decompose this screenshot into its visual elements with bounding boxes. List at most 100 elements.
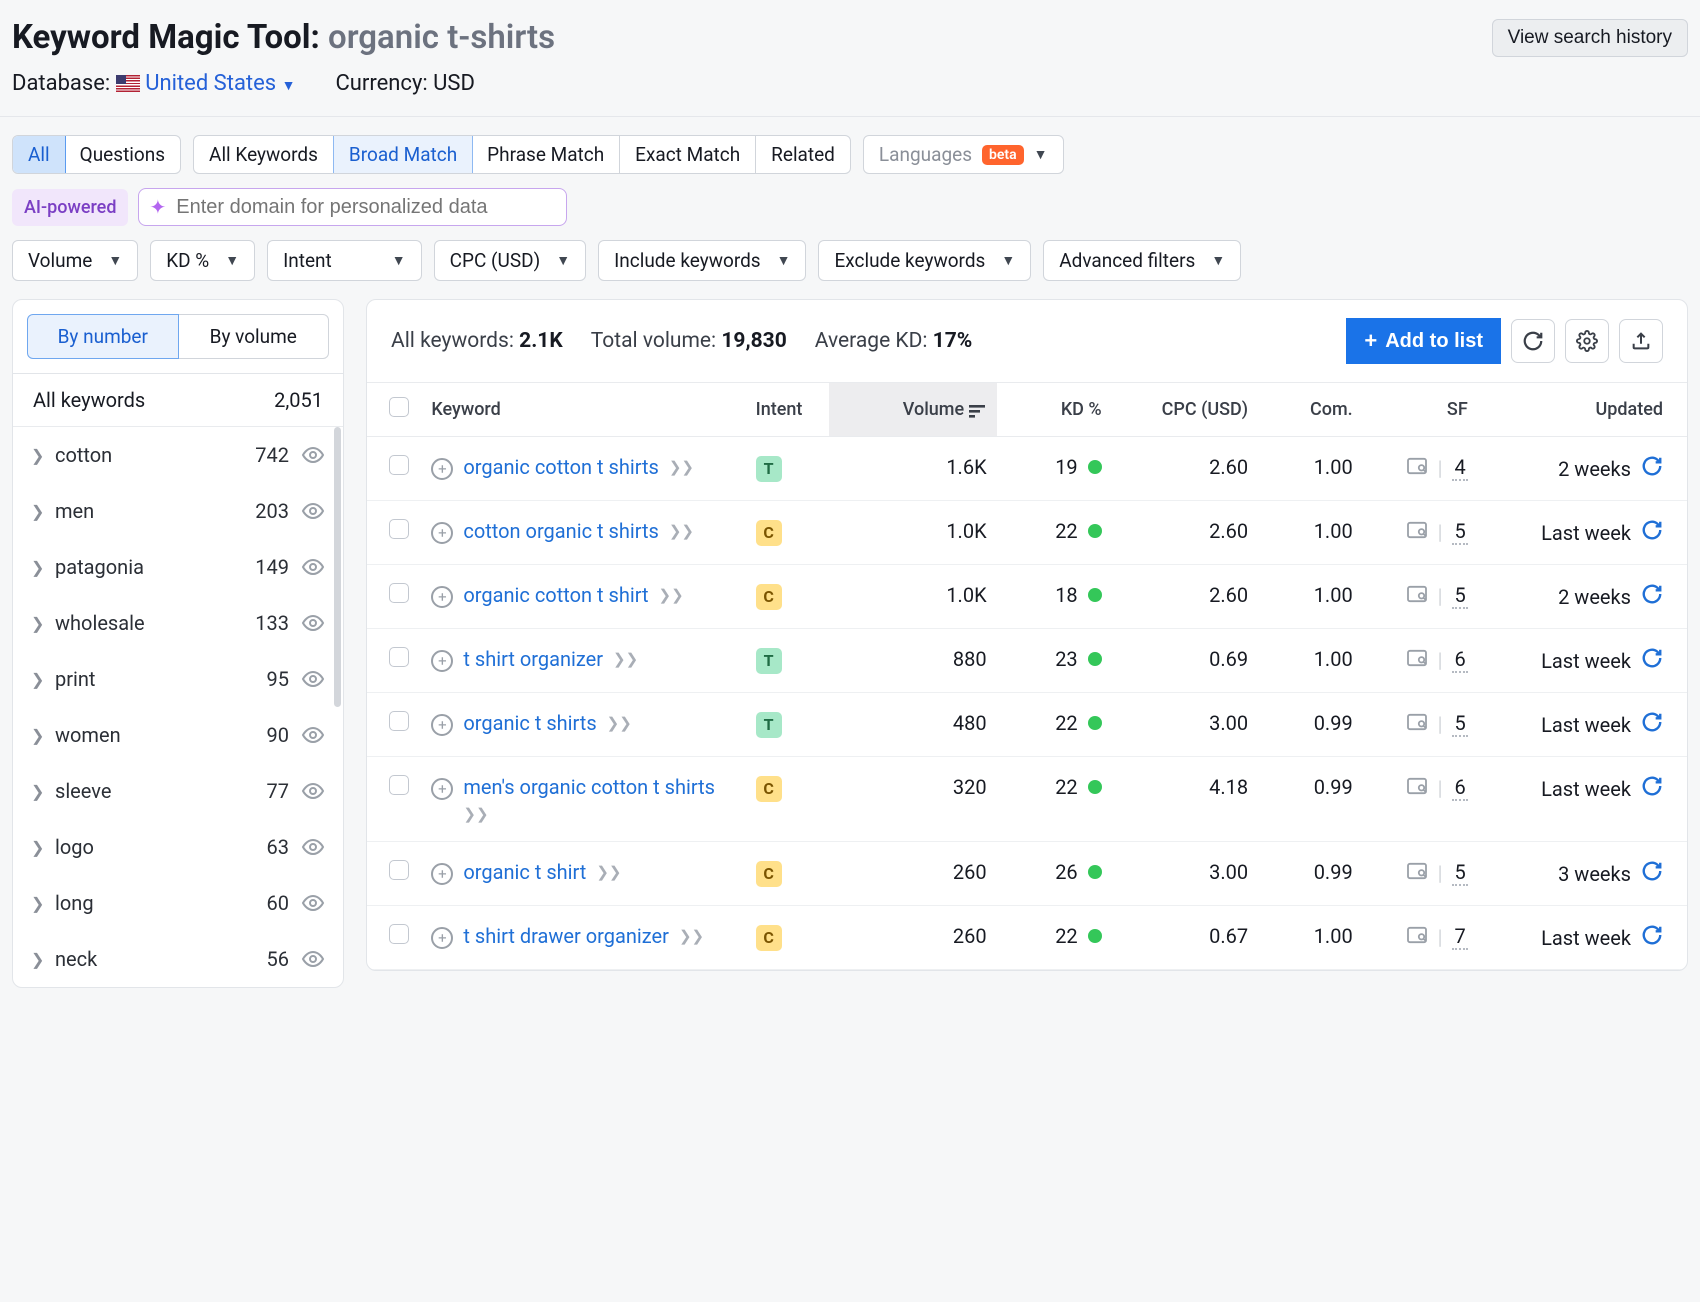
tab-phrase-match[interactable]: Phrase Match xyxy=(472,136,620,173)
serp-icon[interactable] xyxy=(1406,776,1428,800)
col-sf[interactable]: SF xyxy=(1363,383,1478,437)
refresh-row-icon[interactable] xyxy=(1641,583,1663,610)
sidebar-item[interactable]: ❯patagonia149 xyxy=(13,539,343,595)
col-keyword[interactable]: Keyword xyxy=(421,383,745,437)
eye-icon[interactable] xyxy=(301,555,325,579)
add-keyword-icon[interactable]: + xyxy=(431,586,453,608)
sidebar-item[interactable]: ❯women90 xyxy=(13,707,343,763)
sf-value[interactable]: 6 xyxy=(1452,775,1467,801)
refresh-row-icon[interactable] xyxy=(1641,775,1663,802)
add-keyword-icon[interactable]: + xyxy=(431,863,453,885)
row-checkbox[interactable] xyxy=(389,775,409,795)
database-selector[interactable]: Database: United States ▼ xyxy=(12,71,295,96)
scrollbar[interactable] xyxy=(334,427,341,707)
eye-icon[interactable] xyxy=(301,667,325,691)
col-com[interactable]: Com. xyxy=(1258,383,1363,437)
row-checkbox[interactable] xyxy=(389,583,409,603)
eye-icon[interactable] xyxy=(301,723,325,747)
filter-kd[interactable]: KD %▼ xyxy=(150,240,255,281)
filter-volume[interactable]: Volume▼ xyxy=(12,240,138,281)
sidebar-item[interactable]: ❯print95 xyxy=(13,651,343,707)
row-checkbox[interactable] xyxy=(389,711,409,731)
row-checkbox[interactable] xyxy=(389,455,409,475)
database-value[interactable]: United States xyxy=(145,71,276,96)
serp-icon[interactable] xyxy=(1406,925,1428,949)
add-keyword-icon[interactable]: + xyxy=(431,458,453,480)
row-checkbox[interactable] xyxy=(389,647,409,667)
add-keyword-icon[interactable]: + xyxy=(431,778,453,800)
sf-value[interactable]: 6 xyxy=(1452,647,1467,673)
expand-icon[interactable]: ❯❯ xyxy=(607,714,632,732)
add-keyword-icon[interactable]: + xyxy=(431,927,453,949)
serp-icon[interactable] xyxy=(1406,520,1428,544)
filter-cpc[interactable]: CPC (USD)▼ xyxy=(434,240,586,281)
settings-button[interactable] xyxy=(1565,319,1609,363)
sidebar-item[interactable]: ❯men203 xyxy=(13,483,343,539)
ai-domain-input-wrap[interactable]: ✦ xyxy=(138,188,567,226)
eye-icon[interactable] xyxy=(301,443,325,467)
refresh-row-icon[interactable] xyxy=(1641,860,1663,887)
row-checkbox[interactable] xyxy=(389,519,409,539)
refresh-row-icon[interactable] xyxy=(1641,924,1663,951)
serp-icon[interactable] xyxy=(1406,712,1428,736)
expand-icon[interactable]: ❯❯ xyxy=(679,927,704,945)
refresh-row-icon[interactable] xyxy=(1641,455,1663,482)
tab-questions[interactable]: Questions xyxy=(65,136,180,173)
tab-related[interactable]: Related xyxy=(756,136,850,173)
expand-icon[interactable]: ❯❯ xyxy=(463,805,488,823)
sf-value[interactable]: 5 xyxy=(1452,583,1467,609)
keyword-link[interactable]: organic t shirt xyxy=(463,860,586,884)
expand-icon[interactable]: ❯❯ xyxy=(613,650,638,668)
expand-icon[interactable]: ❯❯ xyxy=(669,522,694,540)
languages-dropdown[interactable]: Languages beta ▼ xyxy=(863,135,1064,174)
sf-value[interactable]: 5 xyxy=(1452,711,1467,737)
eye-icon[interactable] xyxy=(301,499,325,523)
serp-icon[interactable] xyxy=(1406,456,1428,480)
keyword-link[interactable]: organic cotton t shirts xyxy=(463,455,658,479)
eye-icon[interactable] xyxy=(301,611,325,635)
expand-icon[interactable]: ❯❯ xyxy=(669,458,694,476)
refresh-row-icon[interactable] xyxy=(1641,519,1663,546)
eye-icon[interactable] xyxy=(301,779,325,803)
eye-icon[interactable] xyxy=(301,947,325,971)
select-all-checkbox[interactable] xyxy=(389,397,409,417)
col-cpc[interactable]: CPC (USD) xyxy=(1112,383,1258,437)
sf-value[interactable]: 5 xyxy=(1452,519,1467,545)
tab-exact-match[interactable]: Exact Match xyxy=(620,136,756,173)
sidebar-tab-by-volume[interactable]: By volume xyxy=(179,314,330,359)
sidebar-item[interactable]: ❯sleeve77 xyxy=(13,763,343,819)
sidebar-tab-by-number[interactable]: By number xyxy=(27,314,179,359)
sidebar-item[interactable]: ❯cotton742 xyxy=(13,427,343,483)
row-checkbox[interactable] xyxy=(389,860,409,880)
expand-icon[interactable]: ❯❯ xyxy=(596,863,621,881)
sf-value[interactable]: 4 xyxy=(1452,455,1467,481)
sf-value[interactable]: 5 xyxy=(1452,860,1467,886)
filter-exclude[interactable]: Exclude keywords▼ xyxy=(818,240,1031,281)
col-updated[interactable]: Updated xyxy=(1478,383,1687,437)
eye-icon[interactable] xyxy=(301,835,325,859)
tab-all-keywords[interactable]: All Keywords xyxy=(194,136,334,173)
ai-domain-input[interactable] xyxy=(176,196,556,219)
refresh-row-icon[interactable] xyxy=(1641,711,1663,738)
tab-broad-match[interactable]: Broad Match xyxy=(333,135,473,174)
sidebar-item[interactable]: ❯wholesale133 xyxy=(13,595,343,651)
filter-advanced[interactable]: Advanced filters▼ xyxy=(1043,240,1241,281)
tab-all[interactable]: All xyxy=(12,135,66,174)
keyword-link[interactable]: organic t shirts xyxy=(463,711,596,735)
sf-value[interactable]: 7 xyxy=(1452,924,1467,950)
add-keyword-icon[interactable]: + xyxy=(431,650,453,672)
keyword-link[interactable]: t shirt drawer organizer xyxy=(463,924,669,948)
serp-icon[interactable] xyxy=(1406,648,1428,672)
serp-icon[interactable] xyxy=(1406,861,1428,885)
sidebar-item[interactable]: ❯logo63 xyxy=(13,819,343,875)
add-keyword-icon[interactable]: + xyxy=(431,522,453,544)
col-kd[interactable]: KD % xyxy=(997,383,1112,437)
keyword-link[interactable]: men's organic cotton t shirts xyxy=(463,775,715,799)
keyword-link[interactable]: cotton organic t shirts xyxy=(463,519,658,543)
refresh-button[interactable] xyxy=(1511,319,1555,363)
col-intent[interactable]: Intent xyxy=(746,383,830,437)
sidebar-item[interactable]: ❯long60 xyxy=(13,875,343,931)
add-keyword-icon[interactable]: + xyxy=(431,714,453,736)
filter-intent[interactable]: Intent▼ xyxy=(267,240,422,281)
export-button[interactable] xyxy=(1619,319,1663,363)
